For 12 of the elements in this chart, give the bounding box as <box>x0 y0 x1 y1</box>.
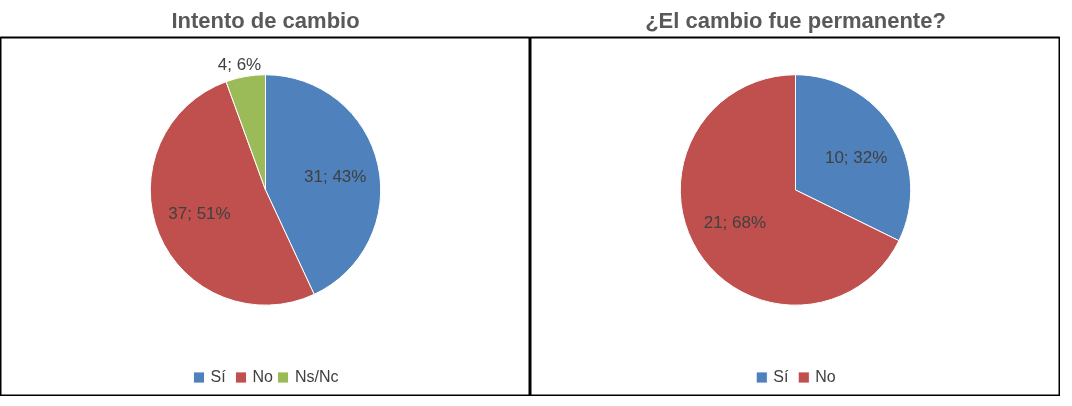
data-label: 37; 51% <box>168 203 231 223</box>
data-label: 10; 32% <box>824 148 888 168</box>
legend-label: Ns/Nc <box>294 368 339 386</box>
legend-label: Sí <box>773 368 790 386</box>
data-label: 31; 43% <box>304 167 367 187</box>
legend-label: No <box>252 368 273 386</box>
data-label: 4; 6% <box>217 54 262 74</box>
chart-title: ¿El cambio fue permanente? <box>645 7 946 33</box>
data-label: 21; 68% <box>703 212 767 232</box>
legend-label: Sí <box>210 368 227 386</box>
chart-title: Intento de cambio <box>171 7 360 33</box>
legend-label: No <box>815 368 836 386</box>
